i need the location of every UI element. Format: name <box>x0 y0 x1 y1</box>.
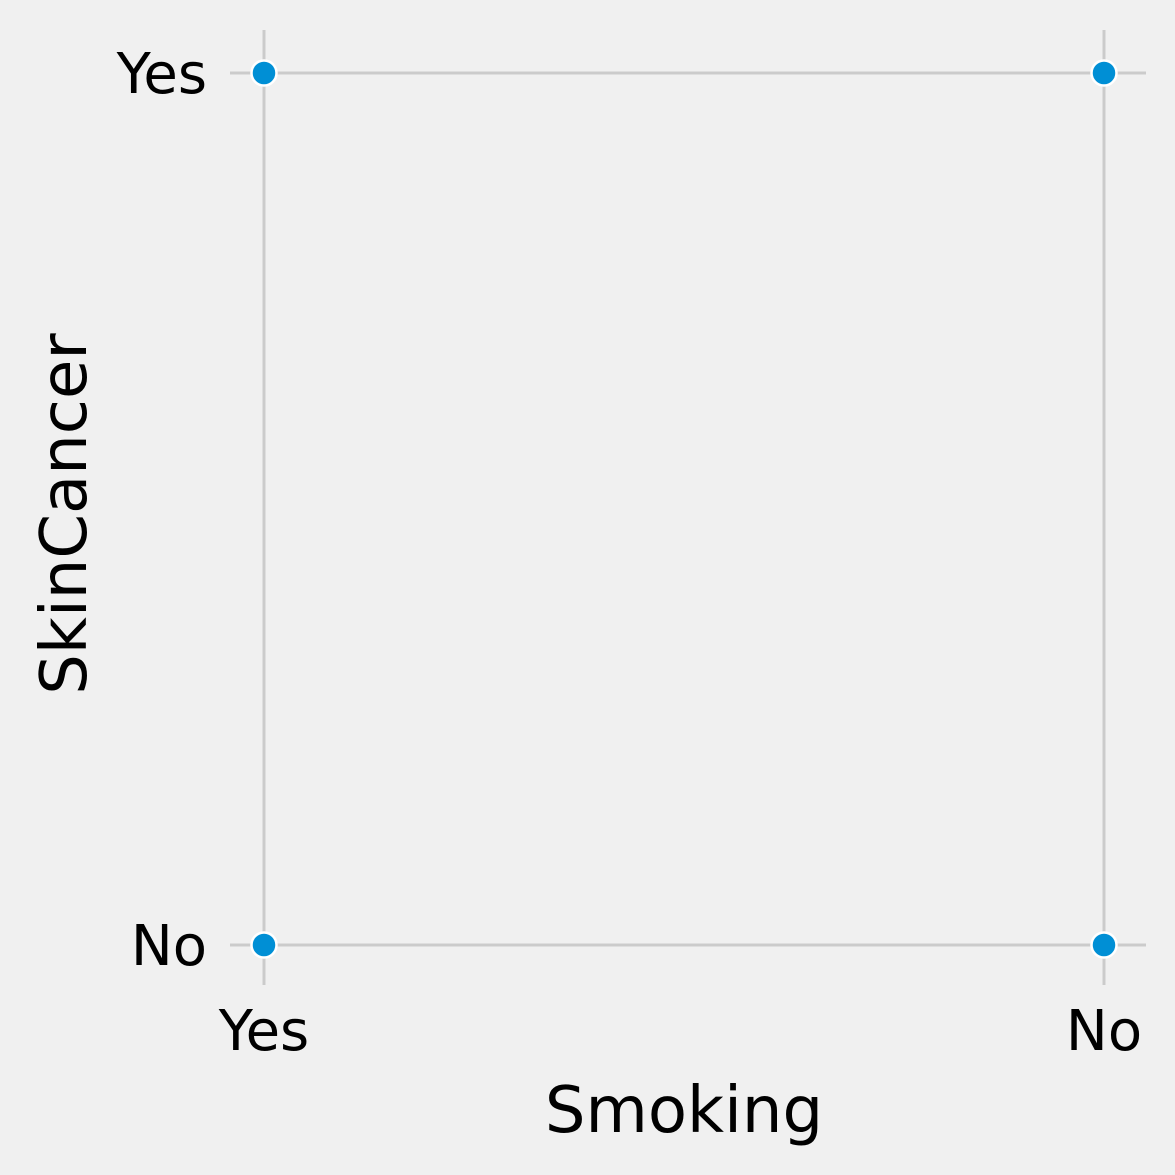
y-axis-label: SkinCancer <box>28 333 102 695</box>
scatter-point <box>250 931 278 959</box>
y-tick-label: No <box>131 914 207 979</box>
x-tick-label: No <box>1066 999 1142 1064</box>
y-tick-label: Yes <box>116 42 207 107</box>
x-axis-label: Smoking <box>545 1074 823 1148</box>
scatter-point <box>1090 931 1118 959</box>
data-points <box>250 59 1118 959</box>
scatter-point <box>250 59 278 87</box>
scatter-point <box>1090 59 1118 87</box>
grid-layer <box>230 30 1146 985</box>
x-tick-label: Yes <box>218 999 309 1064</box>
